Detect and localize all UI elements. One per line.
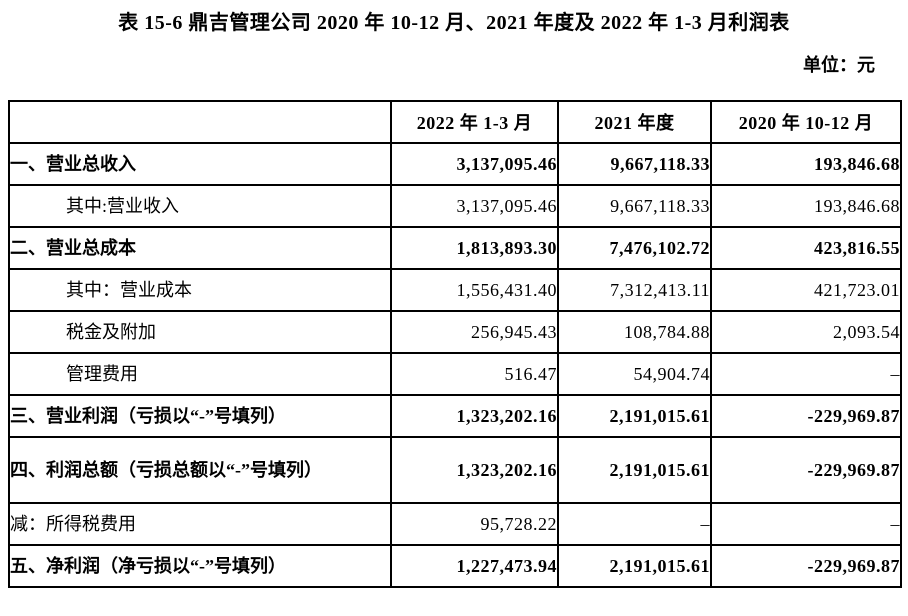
cell-value: 256,945.43 — [390, 310, 559, 354]
cell-value: 9,667,118.33 — [557, 142, 712, 186]
cell-value: – — [557, 502, 712, 546]
row-label: 五、净利润（净亏损以“-”号填列） — [8, 544, 392, 588]
header-cell-period: 2020 年 10-12 月 — [710, 100, 902, 144]
cell-value: 2,191,015.61 — [557, 394, 712, 438]
table-row: 其中：营业成本 1,556,431.40 7,312,413.11 421,723.0… — [8, 268, 902, 312]
table-row: 减：所得税费用 95,728.22– – — [8, 502, 902, 546]
cell-value: 2,191,015.61 — [557, 436, 712, 504]
table-row: 一、营业总收入 3,137,095.46 9,667,118.33 193,846.6… — [8, 142, 902, 186]
cell-value: 1,813,893.30 — [390, 226, 559, 270]
header-row: 2022 年 1-3 月 2021 年度 2020 年 10-12 月 — [8, 100, 902, 144]
table-row: 五、净利润（净亏损以“-”号填列） 1,227,473.94 2,191,015.6… — [8, 544, 902, 588]
cell-value: 3,137,095.46 — [390, 142, 559, 186]
row-label: 其中：营业成本 — [8, 268, 392, 312]
table-row: 三、营业利润（亏损以“-”号填列） 1,323,202.16 2,191,015.6… — [8, 394, 902, 438]
row-label: 一、营业总收入 — [8, 142, 392, 186]
cell-value: -229,969.87 — [710, 436, 902, 504]
cell-value: 2,191,015.61 — [557, 544, 712, 588]
cell-value: 9,667,118.33 — [557, 184, 712, 228]
table-row: 其中:营业收入 3,137,095.46 9,667,118.33 193,846.6… — [8, 184, 902, 228]
row-label: 减：所得税费用 — [8, 502, 392, 546]
cell-value: 421,723.01 — [710, 268, 902, 312]
table-row: 税金及附加 256,945.43 108,784.88 2,093.54 — [8, 310, 902, 354]
table-row: 二、营业总成本 1,813,893.30 7,476,102.72 423,816.5… — [8, 226, 902, 270]
cell-value: 3,137,095.46 — [390, 184, 559, 228]
row-label: 税金及附加 — [8, 310, 392, 354]
table-row: 管理费用 516.47 54,904.74– — [8, 352, 902, 396]
cell-value: 1,323,202.16 — [390, 394, 559, 438]
cell-value: 108,784.88 — [557, 310, 712, 354]
row-label: 二、营业总成本 — [8, 226, 392, 270]
unit-label: 单位：元 — [803, 55, 875, 75]
cell-value: 54,904.74 — [557, 352, 712, 396]
cell-value: – — [710, 352, 902, 396]
cell-value: – — [710, 502, 902, 546]
header-cell-blank — [8, 100, 392, 144]
cell-value: 1,227,473.94 — [390, 544, 559, 588]
profit-statement-table: 2022 年 1-3 月 2021 年度 2020 年 10-12 月 一、营业总收… — [8, 100, 902, 588]
cell-value: 1,323,202.16 — [390, 436, 559, 504]
cell-value: 95,728.22 — [390, 502, 559, 546]
row-label: 四、利润总额（亏损总额以“-”号填列） — [8, 436, 392, 504]
cell-value: 423,816.55 — [710, 226, 902, 270]
cell-value: 7,476,102.72 — [557, 226, 712, 270]
cell-value: 516.47 — [390, 352, 559, 396]
cell-value: 7,312,413.11 — [557, 268, 712, 312]
table-body: 一、营业总收入 3,137,095.46 9,667,118.33 193,846.6… — [8, 142, 902, 588]
cell-value: 193,846.68 — [710, 142, 902, 186]
cell-value: 193,846.68 — [710, 184, 902, 228]
row-label: 三、营业利润（亏损以“-”号填列） — [8, 394, 392, 438]
page-title: 表 15-6 鼎吉管理公司 2020 年 10-12 月、2021 年度及 20… — [118, 12, 790, 34]
cell-value: -229,969.87 — [710, 394, 902, 438]
cell-value: 1,556,431.40 — [390, 268, 559, 312]
table-row: 四、利润总额（亏损总额以“-”号填列） 1,323,202.16 2,191,015… — [8, 436, 902, 504]
row-label: 管理费用 — [8, 352, 392, 396]
cell-value: 2,093.54 — [710, 310, 902, 354]
header-cell-period: 2021 年度 — [557, 100, 712, 144]
cell-value: -229,969.87 — [710, 544, 902, 588]
header-cell-period: 2022 年 1-3 月 — [390, 100, 559, 144]
row-label: 其中:营业收入 — [8, 184, 392, 228]
table-header: 2022 年 1-3 月 2021 年度 2020 年 10-12 月 — [8, 100, 902, 144]
